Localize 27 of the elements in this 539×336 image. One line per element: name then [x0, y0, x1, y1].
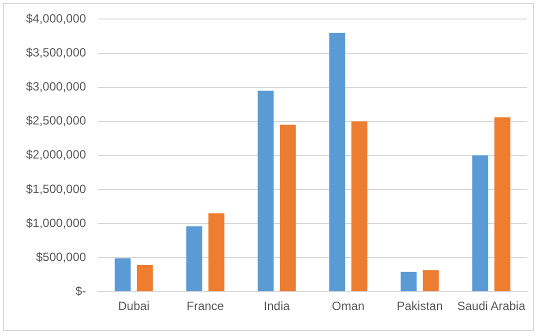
y-tick-label: $500,000 [36, 250, 86, 264]
bar [422, 270, 439, 292]
y-tick-label: $- [75, 284, 86, 298]
bar [258, 90, 274, 292]
y-tick-label: $2,000,000 [26, 148, 86, 162]
y-tick-label: $2,500,000 [26, 114, 86, 128]
x-tick-label: Dubai [118, 299, 150, 314]
x-tick-label: Saudi Arabia [457, 299, 526, 314]
x-tick-label: France [186, 299, 224, 314]
bar [472, 155, 488, 292]
bar [494, 117, 510, 292]
bar [136, 265, 153, 292]
bar [186, 226, 202, 292]
bar [280, 124, 296, 292]
x-tick-label: Pakistan [396, 299, 443, 314]
y-tick-label: $4,000,000 [26, 12, 86, 26]
x-tick-label: Oman [332, 299, 365, 314]
bar [208, 213, 224, 292]
bar [351, 121, 368, 292]
x-tick-label: India [264, 299, 290, 314]
bar [400, 272, 417, 292]
y-tick-label: $1,500,000 [26, 182, 86, 196]
y-tick-label: $3,000,000 [26, 80, 86, 94]
y-tick-label: $1,000,000 [26, 216, 86, 230]
bar [114, 258, 131, 292]
y-tick-label: $3,500,000 [26, 46, 86, 60]
bar [329, 32, 346, 292]
